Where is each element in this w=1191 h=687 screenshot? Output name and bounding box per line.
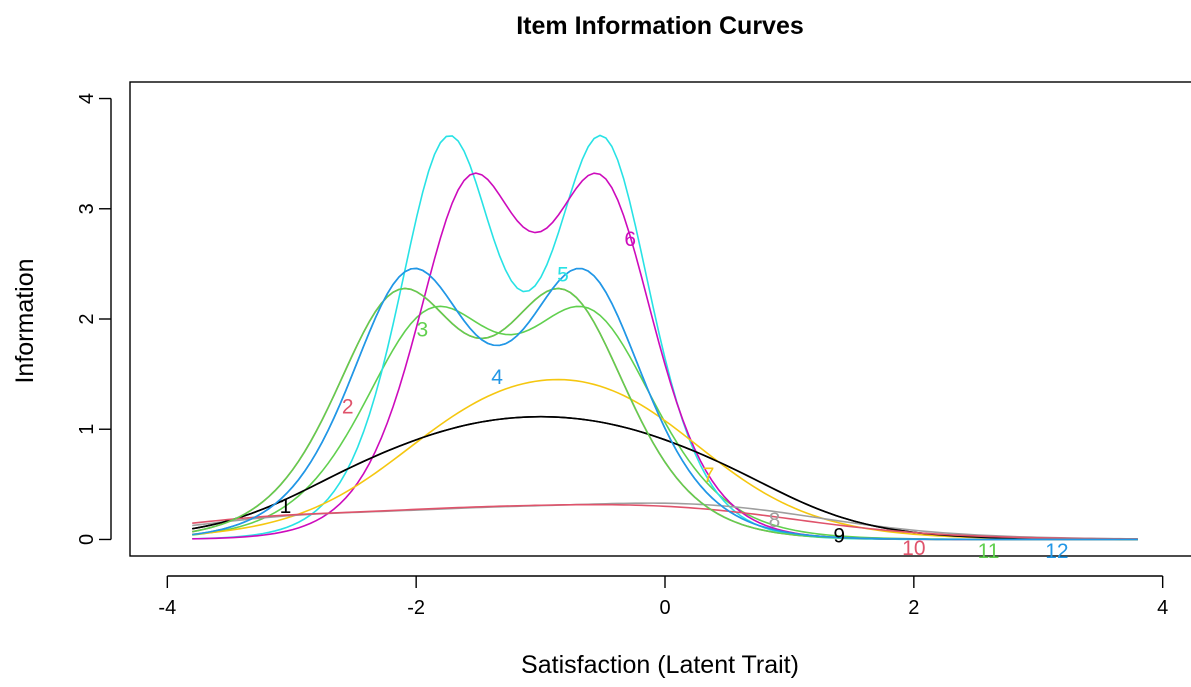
item-label-9: 9 bbox=[833, 525, 845, 548]
item-label-12: 12 bbox=[1045, 540, 1068, 563]
x-tick-label: 4 bbox=[1157, 597, 1168, 619]
y-tick-label: 0 bbox=[76, 534, 98, 545]
chart-title: Item Information Curves bbox=[516, 12, 804, 40]
item-label-1: 1 bbox=[280, 495, 292, 518]
item-label-6: 6 bbox=[624, 228, 636, 251]
item-curve-9 bbox=[192, 415, 1138, 541]
x-axis-label: Satisfaction (Latent Trait) bbox=[521, 651, 799, 679]
x-axis: -4 -2 0 2 4 bbox=[158, 575, 1168, 619]
item-curve-1 bbox=[192, 415, 1138, 541]
y-axis-label: Information bbox=[11, 258, 39, 383]
y-axis: 0 1 2 3 4 bbox=[76, 93, 112, 545]
y-tick-label: 4 bbox=[76, 93, 98, 104]
curves-layer bbox=[192, 134, 1138, 541]
item-curve-11 bbox=[192, 287, 1138, 541]
item-label-11: 11 bbox=[978, 540, 1000, 563]
item-curve-10 bbox=[192, 503, 1138, 540]
item-label-3: 3 bbox=[417, 319, 429, 342]
x-tick-label: 0 bbox=[659, 597, 670, 619]
x-tick-label: -4 bbox=[158, 597, 176, 619]
plot-area-frame bbox=[129, 81, 1191, 557]
item-curve-2 bbox=[192, 287, 1138, 541]
item-curve-7 bbox=[192, 378, 1138, 541]
item-curve-12 bbox=[192, 267, 1138, 541]
item-label-5: 5 bbox=[557, 263, 569, 286]
item-label-4: 4 bbox=[491, 366, 503, 389]
y-tick-label: 2 bbox=[76, 313, 98, 324]
item-label-7: 7 bbox=[703, 464, 715, 487]
x-tick-label: 2 bbox=[908, 597, 919, 619]
item-label-2: 2 bbox=[342, 396, 354, 419]
item-curve-5 bbox=[192, 134, 1138, 541]
item-label-8: 8 bbox=[769, 509, 781, 532]
item-curve-3 bbox=[192, 305, 1138, 541]
x-tick-label: -2 bbox=[407, 597, 425, 619]
y-tick-label: 3 bbox=[76, 203, 98, 214]
y-tick-label: 1 bbox=[76, 424, 98, 435]
item-label-10: 10 bbox=[902, 537, 925, 560]
